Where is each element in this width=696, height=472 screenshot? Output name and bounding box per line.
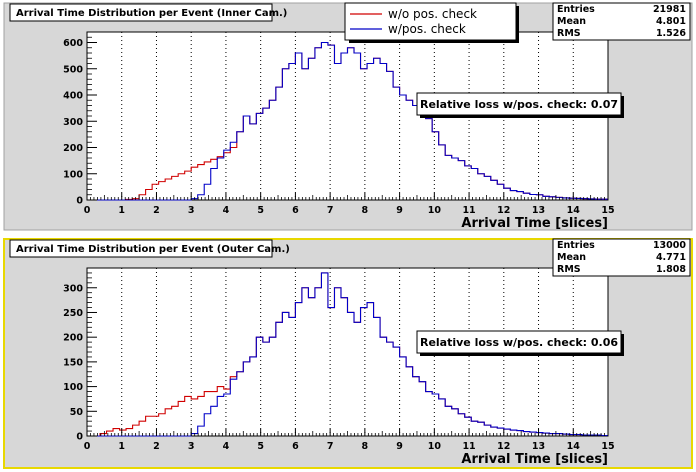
x-tick-label: 5 bbox=[257, 205, 264, 216]
stats-label: Entries bbox=[557, 240, 595, 251]
y-tick-label: 100 bbox=[63, 382, 83, 393]
x-tick-label: 7 bbox=[327, 441, 334, 452]
title-box bbox=[9, 239, 273, 258]
stats-box bbox=[552, 238, 691, 277]
stats-label: RMS bbox=[557, 28, 581, 39]
stats-value: 13000 bbox=[653, 240, 686, 251]
chart-title: Arrival Time Distribution per Event (Inn… bbox=[16, 8, 287, 19]
y-tick-label: 150 bbox=[63, 357, 83, 368]
y-tick-label: 600 bbox=[63, 38, 83, 49]
annotation-box bbox=[416, 92, 622, 116]
x-tick-label: 13 bbox=[532, 441, 545, 452]
x-tick-label: 2 bbox=[153, 205, 160, 216]
x-tick-label: 14 bbox=[567, 441, 581, 452]
series-line-with-check bbox=[87, 41, 608, 201]
x-tick-label: 6 bbox=[292, 441, 299, 452]
legend-entry-label: w/o pos. check bbox=[388, 7, 477, 21]
x-tick-label: 15 bbox=[601, 205, 614, 216]
x-tick-label: 3 bbox=[188, 205, 195, 216]
y-tick-label: 300 bbox=[63, 117, 83, 128]
stats-value: 21981 bbox=[653, 4, 686, 15]
histogram-panel-2[interactable]: 0 1 2 3 4 5 6 7 8 9 10 11 12 13 14 15050100150200250300… bbox=[3, 238, 693, 469]
stats-box bbox=[552, 2, 691, 41]
x-tick-label: 1 bbox=[118, 205, 125, 216]
x-axis-label: Arrival Time [slices] bbox=[461, 452, 608, 467]
x-tick-label: 11 bbox=[462, 205, 475, 216]
stats-label: Mean bbox=[557, 252, 586, 263]
x-tick-label: 4 bbox=[223, 441, 230, 452]
annotation-box bbox=[416, 330, 622, 354]
x-tick-label: 12 bbox=[497, 441, 510, 452]
x-tick-label: 0 bbox=[84, 205, 91, 216]
x-tick-label: 8 bbox=[362, 205, 369, 216]
x-tick-label: 8 bbox=[362, 441, 369, 452]
title-box bbox=[9, 3, 273, 22]
y-tick-label: 200 bbox=[63, 143, 83, 154]
legend-box bbox=[344, 2, 517, 41]
series-line-with-check bbox=[87, 272, 608, 437]
stats-label: RMS bbox=[557, 264, 581, 275]
relative-loss-annotation: Relative loss w/pos. check: 0.07 bbox=[420, 98, 618, 111]
stats-label: Entries bbox=[557, 4, 595, 15]
x-tick-label: 10 bbox=[428, 205, 442, 216]
stats-value: 4.771 bbox=[656, 252, 686, 263]
y-tick-label: 500 bbox=[63, 64, 83, 75]
legend-entry-label: w/pos. check bbox=[388, 22, 466, 36]
x-tick-label: 13 bbox=[532, 205, 545, 216]
y-tick-label: 0 bbox=[76, 432, 83, 443]
x-tick-label: 2 bbox=[153, 441, 160, 452]
histogram-panel-1[interactable]: 0 1 2 3 4 5 6 7 8 9 10 11 12 13 14 15010020030040050060… bbox=[3, 2, 693, 231]
y-tick-label: 200 bbox=[63, 333, 83, 344]
stats-label: Mean bbox=[557, 16, 586, 27]
y-tick-label: 250 bbox=[63, 308, 83, 319]
y-tick-label: 300 bbox=[63, 283, 83, 294]
x-tick-label: 9 bbox=[396, 441, 403, 452]
x-tick-label: 11 bbox=[462, 441, 475, 452]
stats-value: 4.801 bbox=[656, 16, 686, 27]
stats-value: 1.808 bbox=[656, 264, 686, 275]
x-tick-label: 5 bbox=[257, 441, 264, 452]
x-tick-label: 9 bbox=[396, 205, 403, 216]
x-tick-label: 7 bbox=[327, 205, 334, 216]
x-tick-label: 1 bbox=[118, 441, 125, 452]
x-tick-label: 15 bbox=[601, 441, 614, 452]
x-tick-label: 4 bbox=[223, 205, 230, 216]
y-tick-label: 0 bbox=[76, 196, 83, 207]
x-axis-label: Arrival Time [slices] bbox=[461, 216, 608, 231]
x-tick-label: 14 bbox=[567, 205, 581, 216]
x-tick-label: 3 bbox=[188, 441, 195, 452]
y-tick-label: 100 bbox=[63, 169, 83, 180]
x-tick-label: 10 bbox=[428, 441, 442, 452]
relative-loss-annotation: Relative loss w/pos. check: 0.06 bbox=[420, 336, 618, 349]
y-tick-label: 50 bbox=[70, 407, 84, 418]
x-tick-label: 12 bbox=[497, 205, 510, 216]
stats-value: 1.526 bbox=[656, 28, 686, 39]
chart-title: Arrival Time Distribution per Event (Out… bbox=[16, 244, 290, 255]
x-tick-label: 6 bbox=[292, 205, 299, 216]
y-tick-label: 400 bbox=[63, 91, 83, 102]
x-tick-label: 0 bbox=[84, 441, 91, 452]
